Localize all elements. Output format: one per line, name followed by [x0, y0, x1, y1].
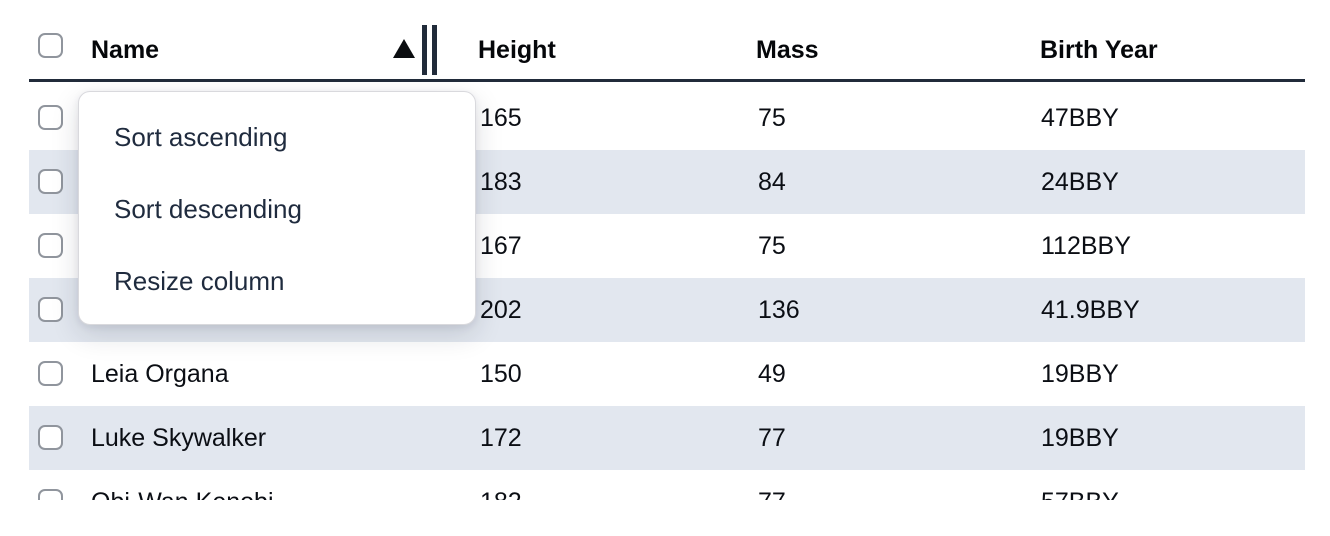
column-header-birth-year[interactable]: Birth Year: [1040, 36, 1158, 64]
table-row: Luke Skywalker 172 77 19BBY: [29, 406, 1305, 470]
cell-height: 172: [480, 423, 522, 452]
cell-mass: 84: [758, 167, 786, 196]
cell-height: 202: [480, 295, 522, 324]
column-header-height[interactable]: Height: [478, 36, 556, 64]
cell-mass: 75: [758, 103, 786, 132]
cell-height: 183: [480, 167, 522, 196]
table-header-row: Name Height Mass Birth Year: [29, 0, 1305, 82]
cell-birth-year: 19BBY: [1041, 359, 1119, 388]
column-resize-handle-icon[interactable]: [422, 25, 437, 75]
cell-height: 165: [480, 103, 522, 132]
sort-ascending-icon: [393, 39, 415, 58]
cell-name: Leia Organa: [91, 359, 229, 388]
menu-item-sort-ascending[interactable]: Sort ascending: [114, 121, 288, 152]
column-context-menu: Sort ascending Sort descending Resize co…: [78, 91, 476, 325]
row-checkbox[interactable]: [38, 361, 63, 386]
row-checkbox[interactable]: [38, 489, 63, 500]
cell-height: 167: [480, 231, 522, 260]
cell-mass: 49: [758, 359, 786, 388]
column-header-mass[interactable]: Mass: [756, 36, 819, 64]
cell-name: Obi-Wan Kenobi: [91, 470, 274, 501]
cell-birth-year: 24BBY: [1041, 167, 1119, 196]
cell-name: Luke Skywalker: [91, 423, 267, 452]
cell-birth-year: 41.9BBY: [1041, 295, 1140, 324]
cell-mass: 75: [758, 231, 786, 260]
cell-height: 150: [480, 359, 522, 388]
table-row: Obi-Wan Kenobi 182 77 57BBY: [29, 470, 1305, 500]
cell-birth-year: 57BBY: [1041, 470, 1119, 501]
column-header-name[interactable]: Name: [91, 36, 160, 64]
cell-birth-year: 47BBY: [1041, 103, 1119, 132]
cell-birth-year: 19BBY: [1041, 423, 1119, 452]
row-checkbox[interactable]: [38, 297, 63, 322]
row-checkbox[interactable]: [38, 425, 63, 450]
cell-mass: 77: [758, 470, 786, 501]
table-row: Leia Organa 150 49 19BBY: [29, 342, 1305, 406]
row-checkbox[interactable]: [38, 169, 63, 194]
cell-height: 182: [480, 470, 522, 501]
cell-mass: 136: [758, 295, 800, 324]
cell-birth-year: 112BBY: [1041, 231, 1131, 260]
cell-mass: 77: [758, 423, 786, 452]
row-checkbox[interactable]: [38, 105, 63, 130]
menu-item-resize-column[interactable]: Resize column: [114, 265, 285, 296]
select-all-checkbox[interactable]: [38, 33, 63, 58]
menu-item-sort-descending[interactable]: Sort descending: [114, 193, 302, 224]
row-checkbox[interactable]: [38, 233, 63, 258]
data-table: Name Height Mass Birth Year 165 75 47BBY…: [29, 0, 1305, 500]
